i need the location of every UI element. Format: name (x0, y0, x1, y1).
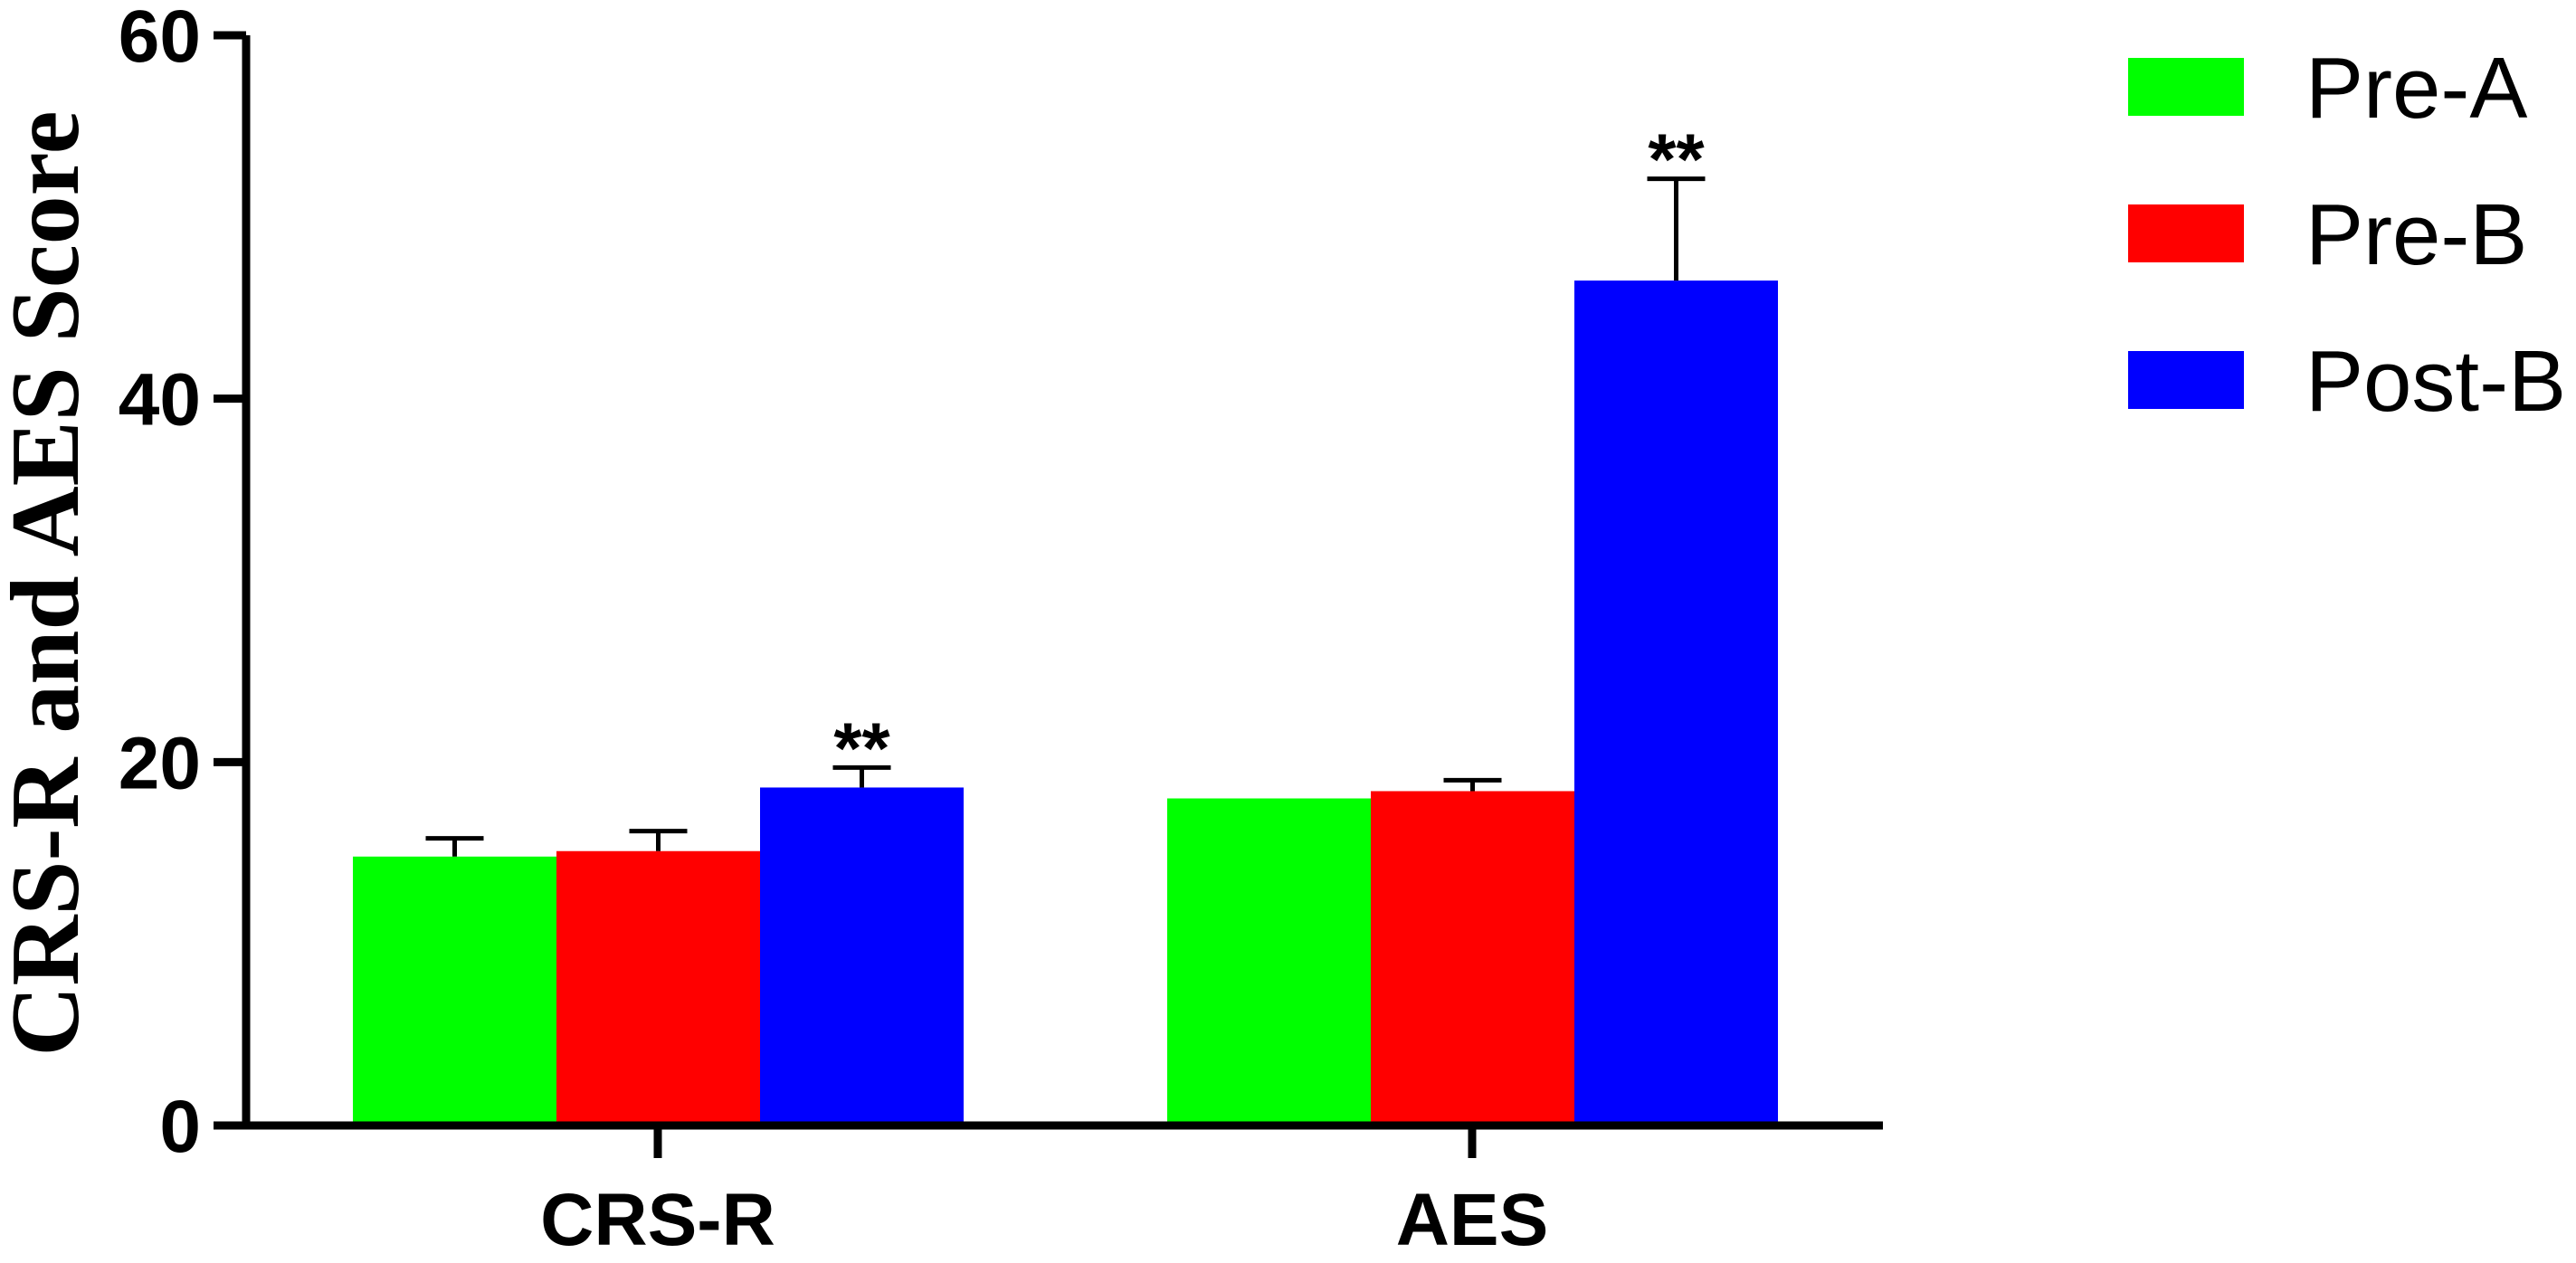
y-tick-label: 60 (119, 0, 201, 78)
legend-swatch-pre-a (2128, 58, 2244, 116)
significance-layer: ** ** (833, 119, 1705, 789)
x-category-label: AES (1396, 1179, 1549, 1258)
y-axis-title: CRS-R and AES Score (0, 110, 100, 1056)
legend: Pre-A Pre-B Post-B (2128, 40, 2566, 430)
y-tick-label: 0 (159, 1086, 201, 1168)
x-ticks-layer: CRS-R AES (540, 1125, 1549, 1261)
y-tick-label: 40 (119, 359, 201, 442)
legend-label-pre-b: Pre-B (2305, 186, 2527, 283)
legend-label-post-b: Post-B (2305, 333, 2566, 430)
bar-crs-r-pre-a (353, 856, 556, 1125)
y-ticks-layer: 0 20 40 60 (119, 0, 246, 1168)
bar-crs-r-pre-b (556, 850, 760, 1125)
legend-swatch-post-b (2128, 351, 2244, 409)
bar-crs-r-post-b (760, 787, 964, 1125)
legend-label-pre-a: Pre-A (2305, 40, 2527, 137)
bar-aes-pre-a (1167, 798, 1371, 1125)
legend-swatch-pre-b (2128, 204, 2244, 262)
y-tick-label: 20 (119, 722, 201, 804)
bar-aes-post-b (1574, 280, 1778, 1125)
significance-marker: ** (1648, 119, 1705, 200)
x-category-label: CRS-R (540, 1179, 775, 1258)
significance-marker: ** (833, 707, 890, 788)
axes-layer (242, 35, 1883, 1130)
error-bars-layer (425, 176, 1706, 857)
bars-layer (353, 280, 1778, 1125)
bar-aes-pre-b (1371, 791, 1574, 1125)
